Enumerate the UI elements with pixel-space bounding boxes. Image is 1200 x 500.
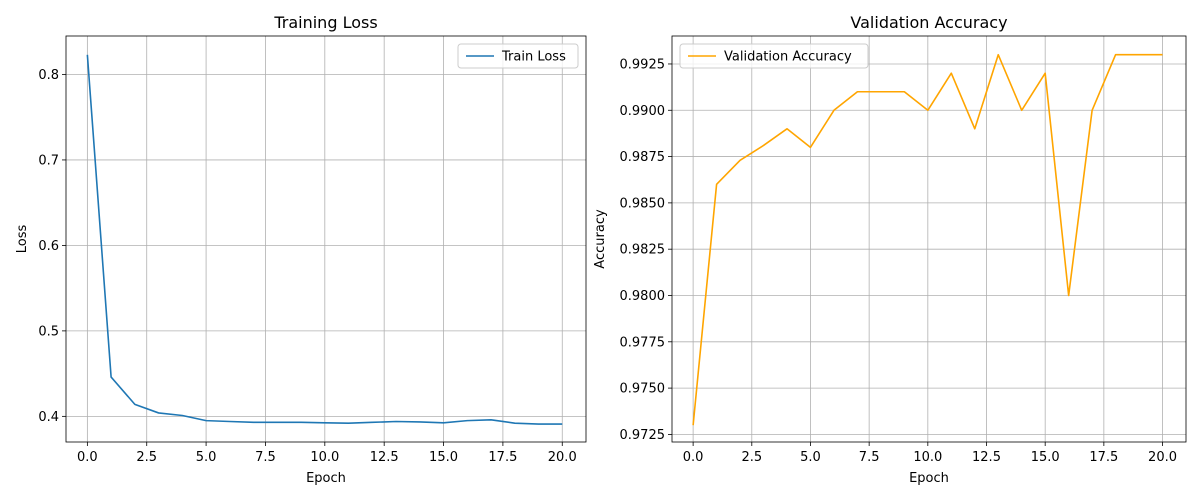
legend-label: Train Loss: [501, 50, 566, 65]
y-tick-label: 0.7: [38, 153, 59, 168]
x-axis-label: Epoch: [909, 471, 949, 486]
x-tick-label: 17.5: [488, 450, 517, 465]
x-tick-label: 20.0: [548, 450, 577, 465]
y-axis-label: Loss: [15, 225, 30, 254]
plot-frame: [65, 35, 587, 443]
x-tick-label: 7.5: [255, 450, 276, 465]
series-line-0: [692, 53, 1163, 426]
x-tick-label: 0.0: [77, 450, 98, 465]
x-tick-label: 0.0: [683, 450, 704, 465]
y-tick-label: 0.9900: [620, 104, 666, 119]
y-tick-label: 0.4: [38, 410, 59, 425]
x-tick-label: 2.5: [136, 450, 157, 465]
y-tick-label: 0.8: [38, 68, 59, 83]
y-tick-label: 0.5: [38, 324, 59, 339]
x-tick-label: 10.0: [310, 450, 339, 465]
y-tick-label: 0.9825: [620, 243, 666, 258]
legend-box: [679, 43, 869, 69]
legend: Validation Accuracy: [679, 43, 869, 69]
x-tick-label: 10.0: [913, 450, 942, 465]
y-tick-label: 0.9875: [620, 150, 666, 165]
x-tick-label: 5.0: [800, 450, 821, 465]
x-tick-label: 17.5: [1089, 450, 1118, 465]
y-tick-label: 0.9750: [620, 382, 666, 397]
y-tick-label: 0.6: [38, 239, 59, 254]
x-tick-label: 12.5: [370, 450, 399, 465]
plot-frame: [671, 35, 1187, 443]
y-axis-label: Accuracy: [593, 209, 608, 269]
x-tick-label: 15.0: [429, 450, 458, 465]
y-tick-label: 0.9775: [620, 335, 666, 350]
y-tick-label: 0.9850: [620, 196, 666, 211]
x-tick-label: 15.0: [1031, 450, 1060, 465]
chart-title: Validation Accuracy: [850, 13, 1007, 32]
legend: Train Loss: [457, 43, 579, 69]
x-tick-label: 7.5: [859, 450, 880, 465]
x-axis-label: Epoch: [306, 471, 346, 486]
legend-box: [457, 43, 579, 69]
series-line-0: [86, 54, 563, 425]
x-tick-label: 2.5: [741, 450, 762, 465]
x-tick-label: 5.0: [196, 450, 217, 465]
chart-validation-accuracy: 0.0 2.5 5.0 7.5 10.0 12.5 15.0 17.5 20.0 0.9725 0.…: [593, 13, 1187, 486]
y-tick-label: 0.9800: [620, 289, 666, 304]
x-tick-label: 20.0: [1148, 450, 1177, 465]
chart-training-loss: 0.0 2.5 5.0 7.5 10.0 12.5 15.0 17.5 20.0 0.4 0.5 0.…: [15, 13, 587, 486]
chart-title: Training Loss: [273, 13, 377, 32]
legend-label: Validation Accuracy: [724, 50, 852, 65]
x-tick-label: 12.5: [972, 450, 1001, 465]
y-tick-label: 0.9925: [620, 57, 666, 72]
y-tick-label: 0.9725: [620, 428, 666, 443]
